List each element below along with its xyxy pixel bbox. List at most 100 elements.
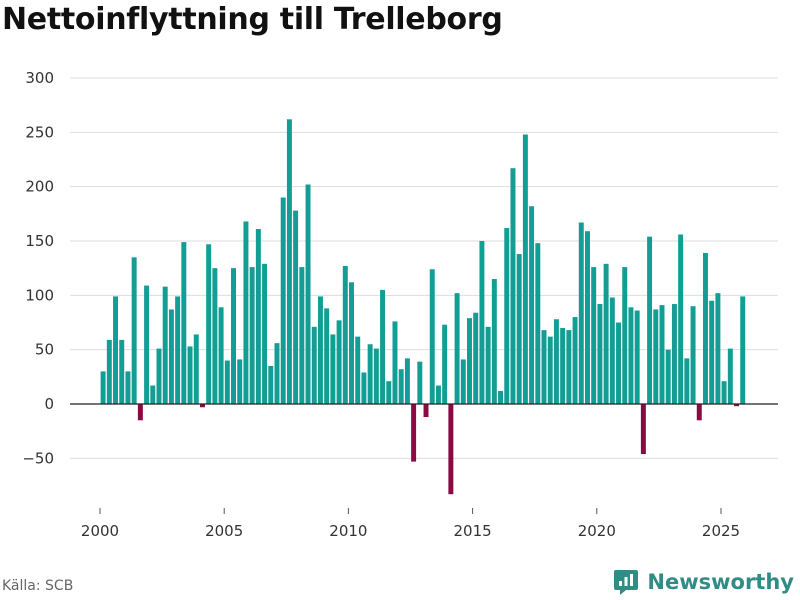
bar xyxy=(317,296,323,404)
bar xyxy=(243,221,249,404)
bar xyxy=(231,268,236,404)
x-tick-label: 2010 xyxy=(329,522,367,540)
bar xyxy=(578,222,584,404)
bar xyxy=(199,404,205,408)
bar xyxy=(709,300,715,404)
bar xyxy=(597,304,603,404)
bar xyxy=(373,348,379,404)
y-tick-label: 50 xyxy=(35,341,54,359)
x-tick-label: 2005 xyxy=(205,522,243,540)
bar xyxy=(498,390,504,404)
bar xyxy=(305,184,311,404)
y-tick-label: 100 xyxy=(25,286,54,304)
bar xyxy=(740,296,746,404)
newsworthy-logo-icon xyxy=(614,570,639,595)
x-tick-label: 2025 xyxy=(702,522,740,540)
bar xyxy=(119,339,125,404)
bar xyxy=(206,244,212,404)
bar xyxy=(727,348,733,404)
bar xyxy=(460,359,466,404)
bar xyxy=(193,334,199,404)
bar xyxy=(647,236,653,404)
bar xyxy=(392,321,398,404)
bar xyxy=(380,289,386,404)
bar xyxy=(162,286,168,404)
x-tick-label: 2000 xyxy=(81,522,119,540)
bar xyxy=(585,231,590,404)
bar xyxy=(187,346,193,404)
bar xyxy=(113,296,119,404)
bar xyxy=(678,234,684,404)
bar xyxy=(491,279,497,404)
bar xyxy=(125,371,131,404)
bar xyxy=(404,358,410,404)
bar xyxy=(429,269,435,404)
bar xyxy=(696,404,702,421)
bar xyxy=(504,227,510,404)
bar xyxy=(640,404,646,454)
bar xyxy=(485,326,491,404)
bar xyxy=(510,168,516,404)
bar xyxy=(262,263,268,404)
axes: 300 250 200 150 100 50 0 −50 2000 2005 2010 2015 202… xyxy=(22,69,778,540)
bar xyxy=(690,306,696,404)
bar xyxy=(423,404,429,418)
bar xyxy=(454,293,460,404)
bar xyxy=(560,327,566,404)
bar xyxy=(218,307,224,404)
bar xyxy=(547,336,553,404)
bar xyxy=(336,320,342,404)
bar xyxy=(479,241,485,404)
bar xyxy=(280,197,286,404)
bar xyxy=(274,343,280,404)
bar xyxy=(553,319,559,404)
bar xyxy=(255,229,261,404)
bar xyxy=(473,312,479,404)
bar xyxy=(249,267,255,404)
y-tick-label: −50 xyxy=(22,449,54,467)
bar xyxy=(168,309,174,404)
y-tick-label: 300 xyxy=(25,69,54,87)
bar xyxy=(224,360,230,404)
bar xyxy=(628,307,634,404)
y-tick-label: 0 xyxy=(44,395,54,413)
bar xyxy=(442,324,448,404)
bar xyxy=(361,372,367,404)
bar xyxy=(181,242,187,404)
bar xyxy=(175,296,181,404)
bar xyxy=(330,334,336,404)
bar xyxy=(156,348,162,404)
chart-title: Nettoinflyttning till Trelleborg xyxy=(2,2,503,37)
bar xyxy=(721,381,727,404)
bar xyxy=(616,322,622,404)
bar xyxy=(665,349,671,404)
bars xyxy=(100,119,746,495)
x-tick-label: 2020 xyxy=(578,522,616,540)
bar xyxy=(342,265,348,404)
bar xyxy=(653,309,659,404)
y-tick-label: 250 xyxy=(25,123,54,141)
bar xyxy=(324,308,330,404)
bar xyxy=(516,254,522,404)
bar xyxy=(435,385,441,404)
bar xyxy=(268,365,274,404)
bar xyxy=(622,267,628,404)
bar xyxy=(541,330,547,404)
bar xyxy=(634,310,640,404)
bar xyxy=(311,326,317,404)
bar xyxy=(535,243,541,404)
bar xyxy=(609,297,615,404)
bar xyxy=(106,339,112,404)
bar xyxy=(702,252,708,404)
bar xyxy=(144,285,150,404)
bar xyxy=(367,344,373,404)
newsworthy-logo-text: Newsworthy xyxy=(647,570,794,594)
bar xyxy=(572,317,578,404)
bar xyxy=(734,404,740,407)
bar xyxy=(131,257,137,404)
newsworthy-logo[interactable]: Newsworthy xyxy=(613,568,794,596)
bar xyxy=(715,293,721,404)
bar xyxy=(398,369,404,404)
bar xyxy=(684,358,690,404)
